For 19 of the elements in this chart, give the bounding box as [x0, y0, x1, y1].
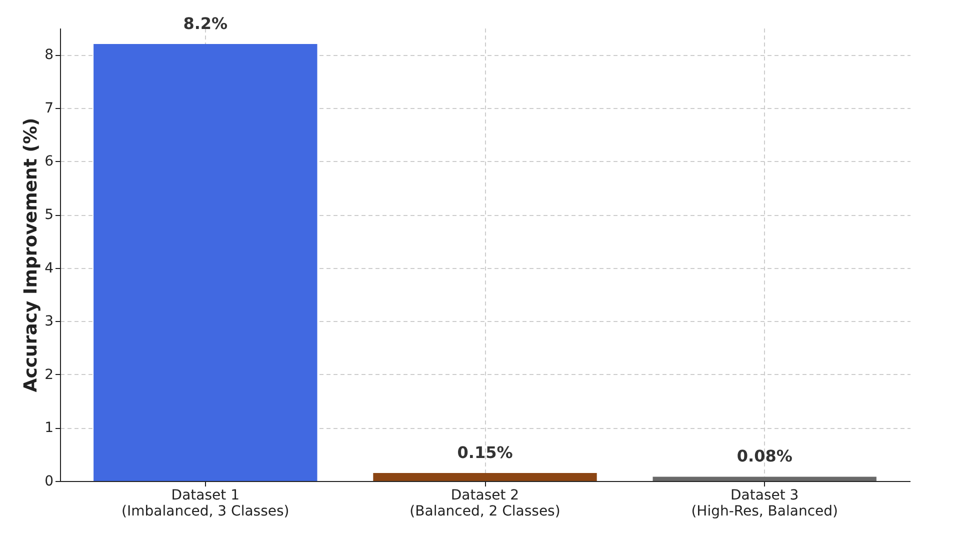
y-tick-label: 3 — [44, 314, 54, 330]
y-tick-label: 7 — [44, 100, 54, 116]
data-label: 0.08% — [736, 446, 792, 466]
bar — [373, 473, 597, 481]
y-tick-label: 5 — [44, 207, 54, 224]
bar — [94, 44, 318, 481]
data-label: 8.2% — [183, 14, 228, 33]
y-tick-label: 2 — [44, 366, 54, 383]
y-axis-title: Accuracy Improvement (%) — [20, 118, 42, 392]
data-label: 0.15% — [457, 443, 513, 462]
y-tick-label: 4 — [44, 260, 54, 276]
y-tick-label: 0 — [44, 474, 54, 490]
y-tick-label: 6 — [44, 154, 54, 170]
bar — [652, 476, 876, 481]
x-tick-label: Dataset 3 (High-Res, Balanced) — [691, 488, 838, 520]
y-tick-label: 8 — [44, 47, 54, 64]
x-tick-label: Dataset 2 (Balanced, 2 Classes) — [410, 488, 560, 520]
y-tick-label: 1 — [44, 420, 54, 436]
x-tick-label: Dataset 1 (Imbalanced, 3 Classes) — [122, 488, 290, 520]
